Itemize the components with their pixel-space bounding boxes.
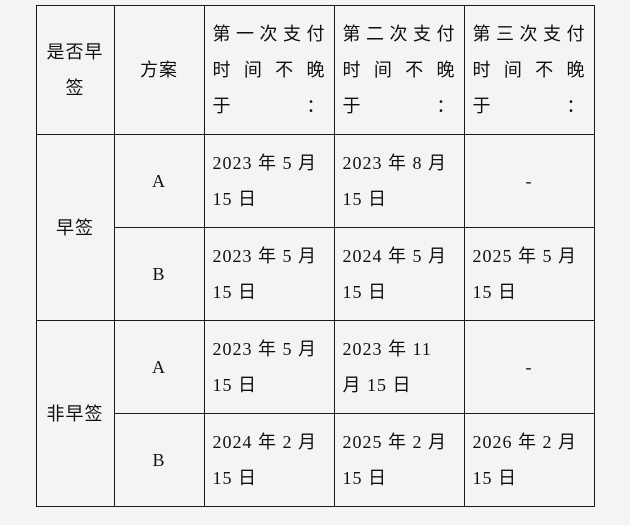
payment-schedule-table-wrap: 是否早签 方案 第一次支付时间不晚于： 第二次支付时间不晚于： 第三次支付时间不… (8, 0, 623, 525)
pay1-cell: 2024 年 2 月 15 日 (204, 414, 334, 507)
table-row: B 2023 年 5 月 15 日 2024 年 5 月 15 日 2025 年… (36, 228, 594, 321)
pay1-cell: 2023 年 5 月 15 日 (204, 135, 334, 228)
pay2-cell: 2024 年 5 月 15 日 (334, 228, 464, 321)
header-pay3: 第三次支付时间不晚于： (464, 6, 594, 135)
pay3-cell: - (464, 135, 594, 228)
pay2-cell: 2023 年 8 月 15 日 (334, 135, 464, 228)
pay2-cell: 2023 年 11 月 15 日 (334, 321, 464, 414)
header-pay2: 第二次支付时间不晚于： (334, 6, 464, 135)
table-row: 早签 A 2023 年 5 月 15 日 2023 年 8 月 15 日 - (36, 135, 594, 228)
pay2-cell: 2025 年 2 月 15 日 (334, 414, 464, 507)
sign-label-early: 早签 (36, 135, 114, 321)
pay3-cell: 2025 年 5 月 15 日 (464, 228, 594, 321)
table-row: B 2024 年 2 月 15 日 2025 年 2 月 15 日 2026 年… (36, 414, 594, 507)
pay1-cell: 2023 年 5 月 15 日 (204, 321, 334, 414)
pay3-cell: - (464, 321, 594, 414)
plan-cell: A (114, 321, 204, 414)
payment-schedule-table: 是否早签 方案 第一次支付时间不晚于： 第二次支付时间不晚于： 第三次支付时间不… (36, 5, 595, 507)
plan-cell: A (114, 135, 204, 228)
sign-label-nonearly: 非早签 (36, 321, 114, 507)
pay3-cell: 2026 年 2 月 15 日 (464, 414, 594, 507)
header-plan: 方案 (114, 6, 204, 135)
table-header-row: 是否早签 方案 第一次支付时间不晚于： 第二次支付时间不晚于： 第三次支付时间不… (36, 6, 594, 135)
pay1-cell: 2023 年 5 月 15 日 (204, 228, 334, 321)
plan-cell: B (114, 228, 204, 321)
header-pay1: 第一次支付时间不晚于： (204, 6, 334, 135)
header-sign: 是否早签 (36, 6, 114, 135)
plan-cell: B (114, 414, 204, 507)
table-row: 非早签 A 2023 年 5 月 15 日 2023 年 11 月 15 日 - (36, 321, 594, 414)
